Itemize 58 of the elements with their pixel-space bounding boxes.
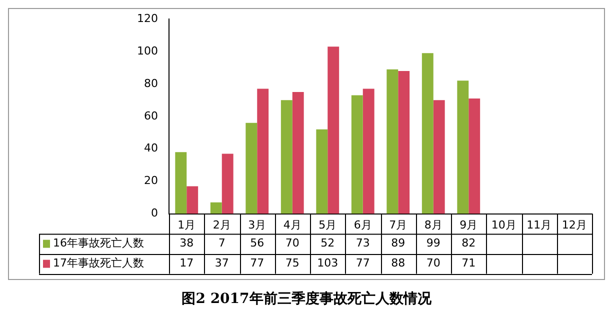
data-label: 73 [356,236,370,250]
x-tick-label: 1月 [178,218,196,232]
bar [222,154,234,214]
bar [386,69,398,214]
x-tick-label: 5月 [318,218,337,232]
data-label: 7 [218,236,226,250]
data-label: 89 [391,236,406,250]
x-tick-label: 11月 [526,218,552,232]
bar [280,100,292,214]
data-label: 56 [250,236,264,250]
x-tick-label: 7月 [389,218,408,232]
data-label: 70 [426,256,440,270]
legend-label: 17年事故死亡人数 [53,256,144,270]
y-tick-label: 20 [144,174,158,188]
bar [362,88,374,214]
legend-label: 16年事故死亡人数 [53,236,144,250]
data-label: 77 [250,256,264,270]
y-tick-label: 0 [151,206,158,220]
data-label: 37 [214,256,229,270]
x-tick-label: 12月 [562,218,587,232]
data-label: 75 [285,256,300,270]
bar [457,80,469,214]
data-label: 99 [426,236,440,250]
y-tick-label: 120 [137,12,158,25]
data-label: 52 [320,236,335,250]
bar [316,129,328,214]
bar [210,202,222,214]
x-tick-label: 3月 [248,218,266,232]
y-tick-label: 80 [144,76,158,90]
bar [351,95,363,214]
bar [186,186,198,214]
x-tick-label: 9月 [460,218,478,232]
text: 图2 2017年前三季度事故死亡人数情况 [180,290,432,308]
y-tick-label: 40 [144,142,158,155]
data-label: 70 [285,236,300,250]
data-label: 71 [462,256,476,270]
bar [398,70,410,214]
data-label: 38 [180,236,194,250]
x-tick-label: 4月 [283,218,302,232]
bar [257,88,269,214]
y-tick-label: 60 [144,109,158,122]
data-label: 82 [462,236,476,250]
bar [246,122,258,214]
bar [292,92,304,214]
x-tick-label: 6月 [354,218,372,232]
data-label: 77 [356,256,370,270]
x-tick-label: 8月 [424,218,442,232]
bar [175,152,187,214]
bar [433,100,445,214]
x-tick-label: 10月 [491,218,516,232]
bar [468,98,480,214]
y-tick-label: 100 [137,44,158,58]
data-label: 88 [391,256,406,270]
bar [422,53,434,214]
data-label: 103 [317,256,338,270]
x-tick-label: 2月 [212,218,231,232]
data-label: 17 [180,256,194,270]
bar [328,46,340,214]
